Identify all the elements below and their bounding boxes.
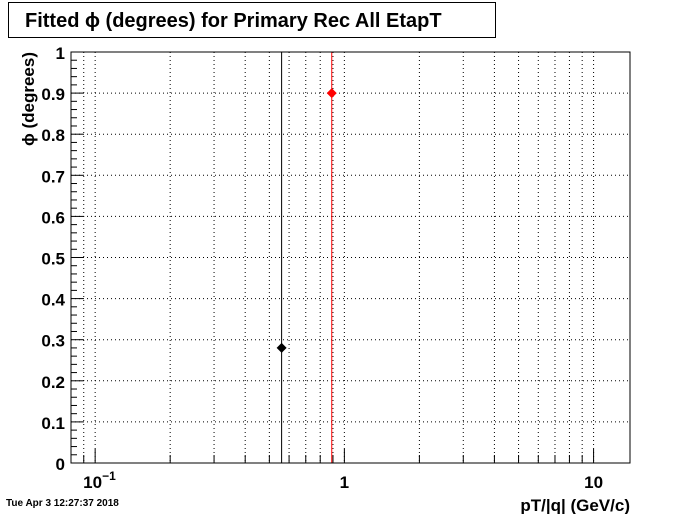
y-tick-label: 1 — [56, 44, 65, 63]
data-series — [276, 52, 337, 463]
y-tick-label: 0.8 — [41, 126, 65, 145]
y-tick-label: 0.3 — [41, 332, 65, 351]
y-tick-label: 0.7 — [41, 167, 65, 186]
y-tick-label: 0.9 — [41, 85, 65, 104]
y-tick-label: 0.4 — [41, 291, 65, 310]
grid — [71, 52, 630, 463]
data-point — [326, 88, 337, 99]
x-tick-label: 10 — [584, 473, 603, 492]
y-tick-label: 0.1 — [41, 414, 65, 433]
timestamp: Tue Apr 3 12:27:37 2018 — [6, 498, 119, 509]
chart-title: Fitted ϕ (degrees) for Primary Rec All E… — [25, 10, 442, 32]
x-tick-label: 1 — [340, 473, 349, 492]
x-tick-exponent: −1 — [102, 469, 116, 483]
y-tick-label: 0.5 — [41, 250, 65, 269]
y-axis-label: ϕ (degrees) — [19, 52, 38, 146]
axis-ticks — [70, 51, 595, 464]
y-tick-label: 0 — [56, 455, 65, 474]
y-tick-label: 0.2 — [41, 373, 65, 392]
title-box: Fitted ϕ (degrees) for Primary Rec All E… — [8, 2, 496, 38]
data-point — [276, 342, 287, 353]
x-axis-label: pT/|q| (GeV/c) — [520, 496, 630, 514]
y-tick-label: 0.6 — [41, 208, 65, 227]
